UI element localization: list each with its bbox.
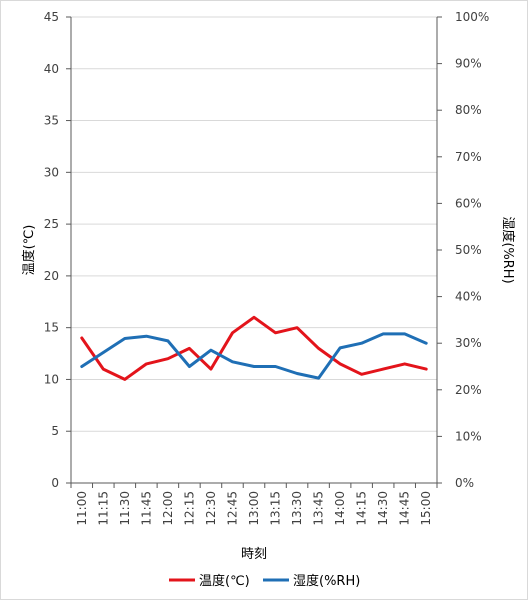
x-tick-label: 15:00 xyxy=(419,491,433,526)
x-tick-label: 13:45 xyxy=(312,491,326,526)
gridlines xyxy=(71,16,437,432)
left-y-tick-label: 0 xyxy=(51,476,59,490)
right-y-axis-title: 湿度(%RH) xyxy=(500,216,516,283)
x-tick-label: 14:15 xyxy=(355,491,369,526)
x-tick-label: 12:45 xyxy=(225,491,239,526)
x-tick-label: 12:30 xyxy=(204,491,218,526)
left-y-tick-label: 10 xyxy=(44,372,59,386)
series-line xyxy=(80,315,428,381)
series-line xyxy=(80,332,428,380)
left-y-tick-label: 5 xyxy=(51,424,59,438)
right-y-tick-labels: 0% 10% 20% 30% 40% 50% 60% 70% 80% 90% 100% xyxy=(455,10,489,490)
right-y-tick-label: 70% xyxy=(455,150,482,164)
right-y-tick-label: 10% xyxy=(455,429,482,443)
right-y-tick-label: 90% xyxy=(455,57,482,71)
left-y-tick-label: 45 xyxy=(44,10,59,24)
x-tick-label: 13:00 xyxy=(247,491,261,526)
right-y-tick-label: 100% xyxy=(455,10,489,24)
x-tick-label: 12:15 xyxy=(182,491,196,526)
left-y-tick-label: 25 xyxy=(44,217,59,231)
right-y-tick-label: 50% xyxy=(455,243,482,257)
right-y-tick-label: 0% xyxy=(455,476,474,490)
left-y-axis-title: 温度(℃) xyxy=(21,225,37,276)
x-tick-label: 14:30 xyxy=(376,491,390,526)
left-y-tick-label: 35 xyxy=(44,114,59,128)
left-y-tick-label: 40 xyxy=(44,62,59,76)
x-tick-label: 11:45 xyxy=(139,491,153,526)
right-y-tick-label: 40% xyxy=(455,290,482,304)
series-lines xyxy=(80,315,428,381)
right-y-tick-label: 60% xyxy=(455,196,482,210)
x-tick-label: 11:00 xyxy=(75,491,89,526)
right-y-tick-label: 80% xyxy=(455,103,482,117)
left-y-tick-label: 15 xyxy=(44,321,59,335)
legend-label: 湿度(%RH) xyxy=(293,573,360,589)
legend: 温度(℃) 湿度(%RH) xyxy=(169,573,360,589)
x-tick-label: 11:30 xyxy=(118,491,132,526)
left-y-tick-labels: 0 5 10 15 20 25 30 35 40 45 xyxy=(44,10,59,490)
x-tick-label: 13:30 xyxy=(290,491,304,526)
right-y-tick-label: 20% xyxy=(455,383,482,397)
right-y-tick-label: 30% xyxy=(455,336,482,350)
left-y-tick-label: 20 xyxy=(44,269,59,283)
left-y-tick-label: 30 xyxy=(44,165,59,179)
x-tick-label: 12:00 xyxy=(161,491,175,526)
x-tick-labels: 11:00 11:15 11:30 11:45 12:00 12:15 12:30 12:45… xyxy=(75,491,433,526)
x-tick-label: 13:15 xyxy=(269,491,283,526)
x-axis-title: 時刻 xyxy=(241,547,267,562)
axes xyxy=(66,16,442,488)
x-tick-label: 11:15 xyxy=(96,491,110,526)
legend-label: 温度(℃) xyxy=(199,573,250,589)
x-tick-label: 14:00 xyxy=(333,491,347,526)
x-tick-label: 14:45 xyxy=(398,491,412,526)
